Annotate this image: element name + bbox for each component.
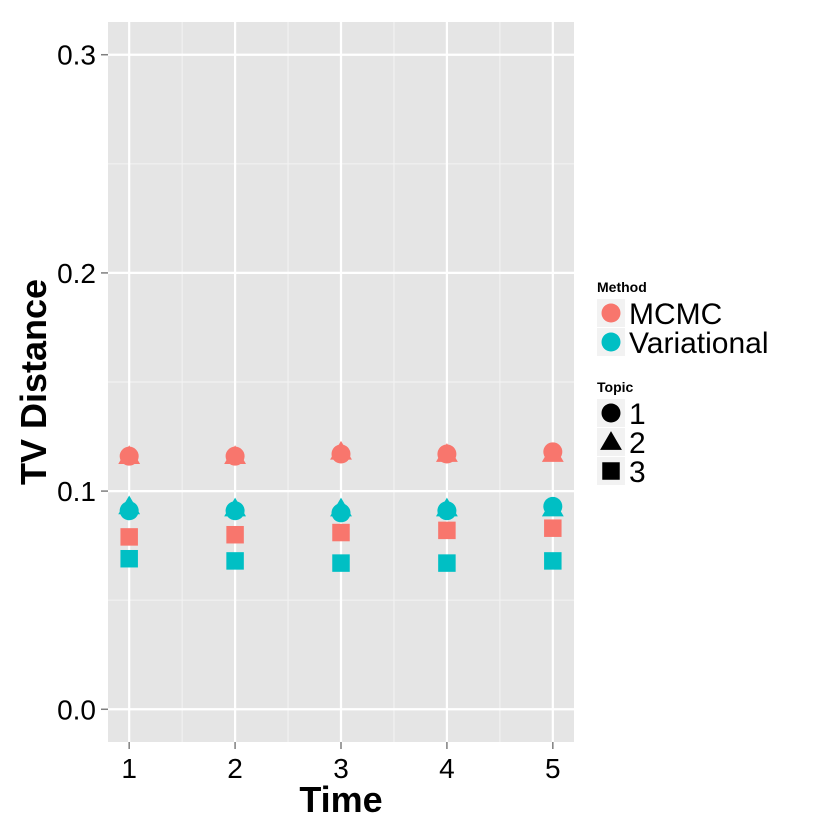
data-point-triangle <box>435 497 458 517</box>
data-point-square <box>120 549 138 568</box>
data-point-triangle <box>118 495 141 515</box>
legend-topic-label: 2 <box>629 427 646 460</box>
x-tick-label: 2 <box>227 753 243 784</box>
legend-topic-key <box>602 462 620 480</box>
data-point-triangle <box>330 497 352 517</box>
legend-method-key <box>601 332 621 352</box>
y-tick-label: 0.2 <box>57 258 96 289</box>
data-point-square <box>544 552 562 570</box>
legend-method-title: Method <box>597 279 647 295</box>
x-tick-label: 1 <box>121 753 137 784</box>
data-point-square <box>120 528 138 546</box>
data-point-triangle <box>224 497 247 517</box>
data-point-triangle <box>330 440 352 460</box>
data-point-square <box>332 523 350 542</box>
legend-topic-key <box>601 403 621 423</box>
legend-method-key <box>601 303 621 323</box>
y-tick-label: 0.0 <box>57 694 96 725</box>
legend-topic-key <box>600 431 622 450</box>
data-point-triangle <box>541 443 564 462</box>
data-point-triangle <box>541 497 564 517</box>
legend-topic-items: 123 <box>597 398 646 489</box>
data-point-square <box>226 552 244 570</box>
y-tick-label: 0.3 <box>57 40 96 71</box>
x-axis-ticks: 1 2 3 4 5 <box>121 742 561 784</box>
data-point-square <box>438 554 456 572</box>
legend-topic-label: 3 <box>629 456 646 489</box>
y-axis-ticks: 0.0 0.1 0.2 0.3 <box>57 40 108 725</box>
legend-method-label: Variational <box>629 327 769 360</box>
data-point-square <box>332 554 350 572</box>
y-tick-label: 0.1 <box>57 476 96 507</box>
data-point-triangle <box>435 443 458 462</box>
data-point-triangle <box>118 445 141 465</box>
legend-topic-label: 1 <box>629 398 646 431</box>
x-tick-label: 5 <box>545 753 561 784</box>
x-axis-title: Time <box>299 779 382 820</box>
legend-method-label: MCMC <box>629 298 722 331</box>
data-point-square <box>438 521 456 540</box>
data-point-square <box>544 519 562 537</box>
x-tick-label: 3 <box>333 753 349 784</box>
data-points <box>118 440 564 572</box>
legend-topic-title: Topic <box>597 379 634 395</box>
x-tick-label: 4 <box>439 753 455 784</box>
data-point-square <box>226 525 244 544</box>
data-point-triangle <box>224 445 247 465</box>
major-gridlines <box>108 22 574 742</box>
y-axis-title: TV Distance <box>13 279 54 485</box>
